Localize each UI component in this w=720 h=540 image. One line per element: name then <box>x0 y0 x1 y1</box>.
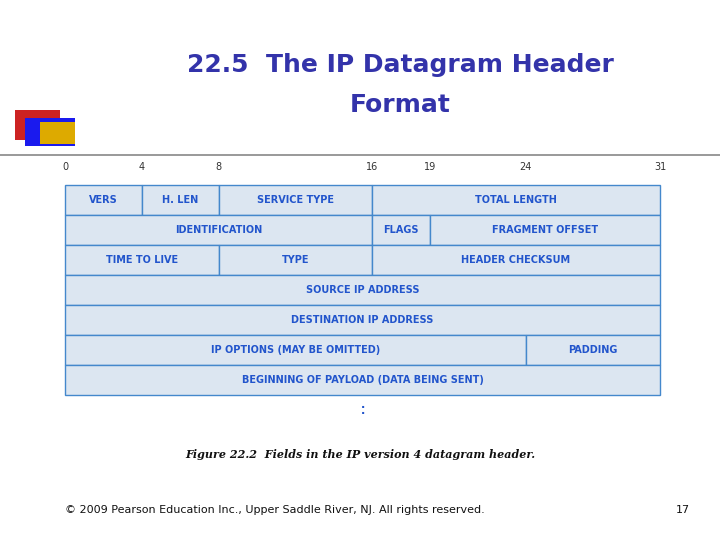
Text: TIME TO LIVE: TIME TO LIVE <box>106 255 178 265</box>
Text: TYPE: TYPE <box>282 255 309 265</box>
Text: 19: 19 <box>423 162 436 172</box>
Bar <box>372 245 660 275</box>
Text: 0: 0 <box>62 162 68 172</box>
Text: 22.5  The IP Datagram Header: 22.5 The IP Datagram Header <box>186 53 613 77</box>
Text: IP OPTIONS (MAY BE OMITTED): IP OPTIONS (MAY BE OMITTED) <box>211 345 380 355</box>
Text: SOURCE IP ADDRESS: SOURCE IP ADDRESS <box>306 285 419 295</box>
Text: SERVICE TYPE: SERVICE TYPE <box>257 195 334 205</box>
Text: FRAGMENT OFFSET: FRAGMENT OFFSET <box>492 225 598 235</box>
Bar <box>65 215 372 245</box>
Bar <box>65 275 660 305</box>
Bar <box>25 118 75 146</box>
Bar <box>15 110 60 140</box>
Text: VERS: VERS <box>89 195 118 205</box>
Text: Figure 22.2  Fields in the IP version 4 datagram header.: Figure 22.2 Fields in the IP version 4 d… <box>185 449 535 461</box>
Bar <box>219 185 372 215</box>
Bar <box>65 185 142 215</box>
Text: BEGINNING OF PAYLOAD (DATA BEING SENT): BEGINNING OF PAYLOAD (DATA BEING SENT) <box>242 375 483 385</box>
Text: .: . <box>361 400 364 410</box>
Text: 16: 16 <box>366 162 378 172</box>
Bar <box>372 215 430 245</box>
Bar <box>65 245 219 275</box>
Bar <box>526 335 660 365</box>
Text: Format: Format <box>350 93 451 117</box>
Bar <box>65 365 660 395</box>
Bar <box>430 215 660 245</box>
Text: 31: 31 <box>654 162 666 172</box>
Bar <box>142 185 219 215</box>
Text: .: . <box>361 406 364 416</box>
Bar <box>40 122 75 144</box>
Text: DESTINATION IP ADDRESS: DESTINATION IP ADDRESS <box>292 315 433 325</box>
Text: © 2009 Pearson Education Inc., Upper Saddle River, NJ. All rights reserved.: © 2009 Pearson Education Inc., Upper Sad… <box>65 505 485 515</box>
Text: 24: 24 <box>519 162 532 172</box>
Text: IDENTIFICATION: IDENTIFICATION <box>175 225 262 235</box>
Bar <box>372 185 660 215</box>
Bar <box>65 335 526 365</box>
Text: HEADER CHECKSUM: HEADER CHECKSUM <box>462 255 571 265</box>
Text: FLAGS: FLAGS <box>383 225 418 235</box>
Text: H. LEN: H. LEN <box>162 195 198 205</box>
Text: TOTAL LENGTH: TOTAL LENGTH <box>475 195 557 205</box>
Text: PADDING: PADDING <box>568 345 618 355</box>
Text: 4: 4 <box>139 162 145 172</box>
Text: 8: 8 <box>215 162 222 172</box>
Text: 17: 17 <box>676 505 690 515</box>
Bar <box>219 245 372 275</box>
Bar <box>65 305 660 335</box>
